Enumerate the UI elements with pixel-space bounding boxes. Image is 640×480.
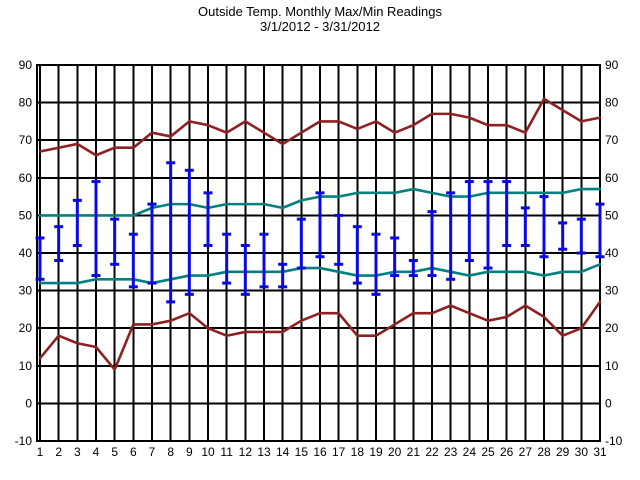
x-tick-label: 27 [519, 445, 533, 459]
error-bar-day-11 [222, 232, 232, 285]
error-bar-day-15 [296, 217, 306, 270]
y-tick-label-left: 60 [19, 171, 33, 185]
y-tick-label-right: 10 [605, 359, 619, 373]
x-tick-label: 15 [295, 445, 309, 459]
x-tick-label: 16 [313, 445, 327, 459]
y-tick-label-right: 0 [605, 396, 612, 410]
x-tick-label: 24 [463, 445, 477, 459]
error-bar-day-20 [390, 236, 400, 278]
error-bar-day-8 [166, 161, 176, 304]
x-tick-label: 11 [220, 445, 233, 459]
y-tick-label-right: 70 [605, 133, 619, 147]
error-bar-day-16 [315, 191, 325, 259]
y-tick-label-left: 20 [19, 321, 33, 335]
x-tick-label: 1 [37, 445, 44, 459]
x-tick-label: 6 [130, 445, 137, 459]
error-bar-day-22 [427, 210, 437, 278]
x-tick-label: 3 [74, 445, 81, 459]
error-bar-day-17 [334, 213, 344, 266]
x-tick-label: 5 [111, 445, 118, 459]
x-tick-label: 31 [593, 445, 607, 459]
x-tick-label: 29 [556, 445, 570, 459]
x-axis-labels: 1 2 3 4 5 6 7 8 9 10 11 12 13 14 15 16 17 18 19 20 21 22 23 24 2… [37, 445, 607, 459]
x-tick-label: 26 [500, 445, 514, 459]
x-tick-label: 8 [167, 445, 174, 459]
x-tick-label: 10 [201, 445, 215, 459]
y-tick-label-left: 30 [19, 284, 33, 298]
x-tick-label: 23 [444, 445, 458, 459]
y-tick-label-right: 80 [605, 96, 619, 110]
x-tick-label: 25 [481, 445, 495, 459]
y-tick-label-left: 50 [19, 208, 33, 222]
error-bar-day-21 [408, 259, 418, 278]
x-tick-label: 4 [93, 445, 100, 459]
error-bar-day-25 [483, 180, 493, 270]
error-bar-day-3 [72, 198, 82, 247]
x-tick-label: 12 [239, 445, 253, 459]
y-tick-label-left: -10 [15, 434, 33, 448]
y-tick-label-left: 70 [19, 133, 33, 147]
error-bar-day-26 [502, 180, 512, 247]
chart-title: Outside Temp. Monthly Max/Min Readings [198, 4, 442, 19]
error-bar-day-6 [128, 232, 138, 289]
daily-range-bars [35, 161, 605, 304]
error-bar-day-9 [184, 168, 194, 296]
error-bar-day-7 [147, 202, 157, 285]
error-bar-day-12 [240, 243, 250, 296]
y-tick-label-right: 30 [605, 284, 619, 298]
error-bar-day-19 [371, 232, 381, 296]
y-axis-left-labels: 90 80 70 60 50 40 30 20 10 0 -10 [15, 58, 33, 448]
error-bar-day-29 [558, 221, 568, 251]
x-tick-label: 28 [537, 445, 551, 459]
series-line-record_high [38, 97, 602, 157]
x-tick-label: 2 [55, 445, 62, 459]
error-bar-day-4 [91, 180, 101, 278]
x-tick-label: 13 [257, 445, 271, 459]
x-tick-label: 18 [351, 445, 365, 459]
x-tick-label: 14 [276, 445, 290, 459]
error-bar-day-1 [35, 236, 45, 281]
x-tick-label: 7 [149, 445, 156, 459]
error-bar-day-30 [576, 217, 586, 255]
y-tick-label-right: 20 [605, 321, 619, 335]
error-bar-day-2 [54, 225, 64, 263]
error-bar-day-10 [203, 191, 213, 247]
error-bar-day-28 [539, 195, 549, 259]
chart-subtitle: 3/1/2012 - 3/31/2012 [260, 19, 380, 34]
x-tick-label: 30 [575, 445, 589, 459]
y-tick-label-left: 90 [19, 58, 33, 72]
error-bar-day-14 [278, 262, 288, 289]
x-tick-label: 17 [332, 445, 346, 459]
error-bar-day-18 [352, 225, 362, 285]
error-bar-day-13 [259, 232, 269, 289]
y-tick-label-left: 10 [19, 359, 33, 373]
x-tick-label: 22 [425, 445, 439, 459]
y-tick-label-right: 90 [605, 58, 619, 72]
y-tick-label-left: 80 [19, 96, 33, 110]
error-bar-day-27 [520, 206, 530, 247]
x-tick-label: 20 [388, 445, 402, 459]
y-axis-right-labels: 90 80 70 60 50 40 30 20 10 0 -10 [605, 58, 623, 448]
y-tick-label-right: 60 [605, 171, 619, 185]
y-tick-label-left: 40 [19, 246, 33, 260]
error-bar-day-23 [446, 191, 456, 281]
y-tick-label-right: 40 [605, 246, 619, 260]
x-tick-label: 19 [369, 445, 383, 459]
y-tick-label-right: -10 [605, 434, 623, 448]
x-tick-label: 21 [407, 445, 421, 459]
error-bar-day-24 [464, 180, 474, 263]
y-tick-label-right: 50 [605, 208, 619, 222]
series-line-record_low [38, 300, 602, 371]
y-tick-label-left: 0 [25, 396, 32, 410]
x-tick-label: 9 [186, 445, 193, 459]
error-bar-day-31 [595, 202, 605, 259]
error-bar-day-5 [110, 217, 120, 266]
